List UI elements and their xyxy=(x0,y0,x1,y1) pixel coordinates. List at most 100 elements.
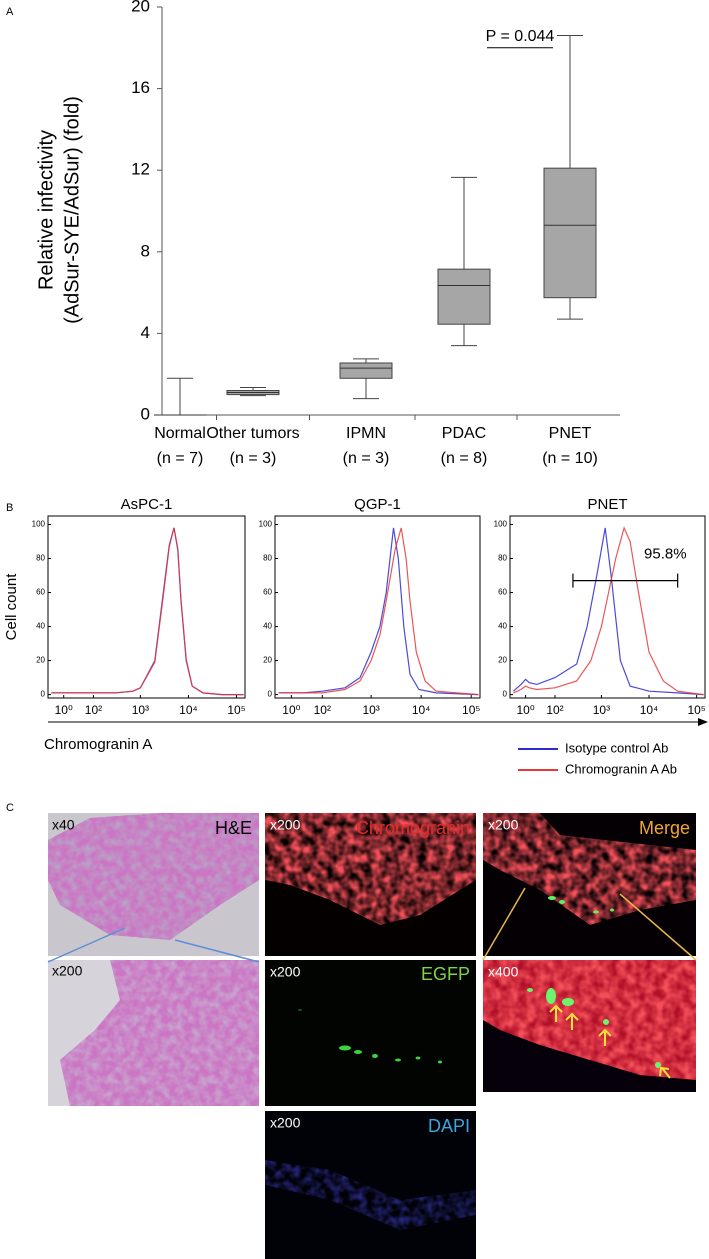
legend-label: Isotype control Ab xyxy=(565,740,668,755)
y-tick-label: 0 xyxy=(141,404,150,423)
x-tick-label: 10⁴ xyxy=(412,703,431,717)
x-tick-label: Other tumors xyxy=(206,425,299,442)
count-label: (n = 3) xyxy=(230,450,277,467)
micrograph-egfp: x200 EGFP xyxy=(265,960,476,1106)
y-tick-label: 60 xyxy=(36,588,45,597)
image-bg xyxy=(265,960,476,1106)
count-label: (n = 8) xyxy=(441,450,488,467)
y-tick-label: 100 xyxy=(259,520,273,529)
magnification: x200 xyxy=(270,1115,301,1131)
y-tick-label: 40 xyxy=(263,622,272,631)
count-label: (n = 3) xyxy=(343,450,390,467)
y-tick-label: 20 xyxy=(36,656,45,665)
micrograph-he-x40: x40 H&E xyxy=(48,813,259,956)
y-tick-label: 4 xyxy=(141,323,150,342)
count-label: (n = 7) xyxy=(157,450,204,467)
x-tick-label: 10³ xyxy=(593,703,610,717)
plot-frame xyxy=(274,515,481,699)
count-label: (n = 10) xyxy=(542,450,598,467)
y-tick-label: 20 xyxy=(131,0,150,15)
y-tick-label: 12 xyxy=(131,160,150,179)
x-tick-label: 10⁰ xyxy=(516,703,534,717)
histogram-line xyxy=(513,526,704,696)
histogram-line xyxy=(51,527,244,696)
stain-label: DAPI xyxy=(428,1116,470,1136)
stain-label: H&E xyxy=(215,818,252,838)
magnification: x400 xyxy=(488,964,519,980)
micrograph-he-x200: x200 xyxy=(48,960,259,1106)
y-tick-label: 0 xyxy=(41,690,46,699)
annotation: P = 0.044 xyxy=(486,28,555,45)
x-axis-label: Chromogranin A xyxy=(44,736,152,753)
magnification: x200 xyxy=(270,964,301,980)
y-axis-label: Relative infectivity xyxy=(35,130,57,290)
egfp-spots xyxy=(548,896,614,914)
magnification: x40 xyxy=(52,817,75,833)
x-tick-label: 10² xyxy=(314,703,331,717)
egfp-spots xyxy=(298,1009,442,1064)
x-tick-label: Normal xyxy=(154,425,206,442)
y-axis-label: Cell count xyxy=(3,573,20,641)
zoom-line xyxy=(47,927,126,963)
histogram-line xyxy=(278,527,479,696)
stain-label: EGFP xyxy=(421,964,470,984)
micrograph-merge-x400: x400 xyxy=(483,960,696,1092)
box xyxy=(437,268,491,325)
y-axis-label: (AdSur-SYE/AdSur) (fold) xyxy=(61,96,83,324)
x-tick-label: 10⁴ xyxy=(179,703,198,717)
arrow-head xyxy=(698,718,708,726)
y-tick-label: 16 xyxy=(131,78,150,97)
stain-label: Merge xyxy=(639,818,690,838)
y-tick-label: 60 xyxy=(263,588,272,597)
y-tick-label: 20 xyxy=(498,656,507,665)
y-tick-label: 100 xyxy=(32,520,46,529)
y-tick-label: 80 xyxy=(36,554,45,563)
micrograph-chromogranin: x200 Chromogranin xyxy=(265,813,476,956)
x-tick-label: 10³ xyxy=(362,703,379,717)
panel-label: C xyxy=(6,802,14,814)
micrograph-merge: x200 Merge xyxy=(483,813,696,956)
panel-title: QGP-1 xyxy=(354,496,401,513)
plot-frame xyxy=(47,515,246,699)
x-tick-label: 10⁰ xyxy=(55,703,73,717)
y-tick-label: 20 xyxy=(263,656,272,665)
micrograph-dapi: x200 DAPI xyxy=(265,1111,476,1259)
gate-label: 95.8% xyxy=(644,546,687,563)
plot-frame xyxy=(509,515,706,699)
y-tick-label: 0 xyxy=(268,690,273,699)
histogram-line xyxy=(51,527,244,696)
panel-label: A xyxy=(6,6,14,18)
stain-label: Chromogranin xyxy=(356,818,470,838)
y-tick-label: 80 xyxy=(263,554,272,563)
y-tick-label: 0 xyxy=(503,690,508,699)
y-tick-label: 40 xyxy=(36,622,45,631)
y-tick-label: 100 xyxy=(494,520,508,529)
x-tick-label: 10⁵ xyxy=(462,703,480,717)
zoom-line xyxy=(619,893,697,961)
zoom-line xyxy=(482,887,526,961)
magnification: x200 xyxy=(270,817,301,833)
panel-label: B xyxy=(6,502,13,514)
histogram-line xyxy=(278,527,479,696)
x-tick-label: 10⁵ xyxy=(227,703,245,717)
magnification: x200 xyxy=(52,963,83,979)
y-tick-label: 8 xyxy=(141,241,150,260)
x-tick-label: IPMN xyxy=(346,425,386,442)
x-tick-label: 10⁵ xyxy=(687,703,705,717)
y-tick-label: 60 xyxy=(498,588,507,597)
x-tick-label: 10² xyxy=(546,703,563,717)
micrographs: x40 H&E x200 x200 Chromogranin x200 EGFP xyxy=(47,813,697,1259)
x-tick-label: 10² xyxy=(85,703,102,717)
histogram-line xyxy=(512,527,704,696)
egfp-spots xyxy=(527,988,661,1068)
legend-label: Chromogranin A Ab xyxy=(565,761,677,776)
panel-title: AsPC-1 xyxy=(121,496,173,513)
x-tick-label: PNET xyxy=(549,425,592,442)
x-tick-label: 10⁰ xyxy=(282,703,300,717)
magnification: x200 xyxy=(488,817,519,833)
x-tick-label: 10⁴ xyxy=(640,703,659,717)
box xyxy=(543,167,597,299)
